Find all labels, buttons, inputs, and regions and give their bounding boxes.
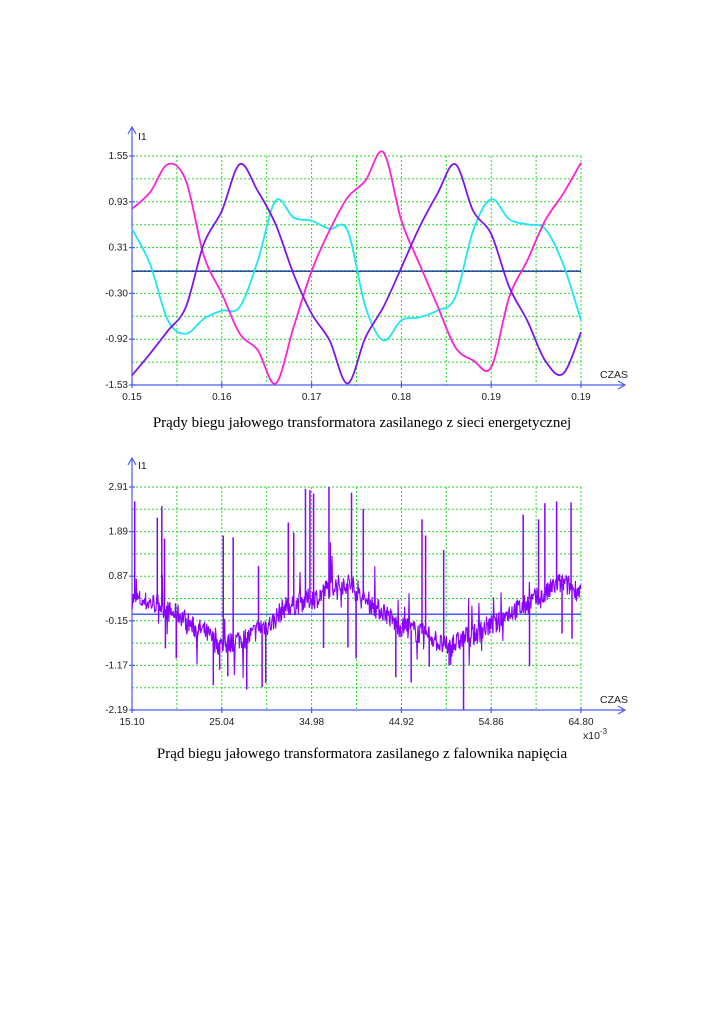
series-line-cyan (131, 198, 582, 342)
y-tick-label: -2.19 (105, 705, 128, 716)
x-tick-label: 0.15 (122, 392, 142, 403)
figure-caption-bottom: Prąd biegu jałowego transformatora zasil… (156, 746, 568, 762)
y-axis-arrow-icon (127, 125, 137, 135)
x-tick-label: 0.19 (481, 392, 501, 403)
chart-no-load-current-inverter: I1 CZAS x10-3 2.91 1.89 0.87 -0.15 -1.17 -2.1… (105, 456, 628, 742)
y-tick-label: -0.92 (105, 334, 128, 345)
x-axis-arrow-icon (617, 380, 627, 390)
x-tick-label: 0.17 (302, 392, 322, 403)
x-axis-label: CZAS (600, 369, 628, 381)
x-tick-label: 44.92 (389, 717, 414, 728)
y-tick-label: -0.15 (105, 616, 128, 627)
x-tick-label: 34.98 (299, 717, 324, 728)
y-axis-arrow-icon (127, 456, 137, 466)
x-axis-label: CZAS (600, 694, 628, 706)
y-tick-label: 0.31 (109, 243, 129, 254)
y-tick-label: 0.93 (109, 197, 129, 208)
y-axis-label: I1 (138, 131, 147, 143)
y-tick-label: 1.55 (109, 151, 129, 162)
x-tick-label: 0.19 (571, 392, 591, 403)
y-tick-label: -1.53 (105, 380, 128, 391)
x-tick-label: 54.86 (479, 717, 504, 728)
y-tick-label: 2.91 (109, 482, 129, 493)
grid-and-axes (127, 125, 627, 390)
series-line-purple (131, 163, 582, 385)
x-axis-multiplier: x10-3 (583, 727, 608, 742)
y-tick-label: 1.89 (109, 527, 129, 538)
y-axis-label: I1 (138, 460, 147, 472)
x-tick-label: 0.16 (212, 392, 232, 403)
x-axis-arrow-icon (617, 705, 627, 715)
x-tick-label: 64.80 (568, 717, 593, 728)
y-tick-label: 0.87 (109, 571, 129, 582)
x-tick-label: 15.10 (119, 717, 144, 728)
y-tick-label: -0.30 (105, 288, 128, 299)
chart-no-load-currents-grid: I1 CZAS 1.55 0.93 0.31 -0.30 -0.92 -1.53 0.15… (105, 125, 628, 403)
x-tick-label: 25.04 (209, 717, 234, 728)
figure-caption-top: Prądy biegu jałowego transformatora zasi… (152, 415, 572, 431)
y-tick-label: -1.17 (105, 660, 128, 671)
series-line-magenta (131, 150, 582, 385)
x-tick-label: 0.18 (392, 392, 412, 403)
